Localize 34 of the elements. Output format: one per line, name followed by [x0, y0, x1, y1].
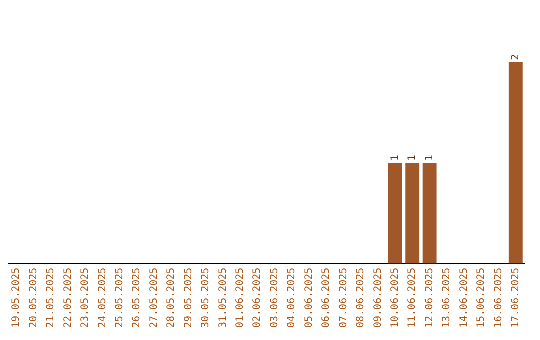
- x-tick-label: 30.05.2025: [200, 268, 212, 328]
- x-tick-label: 24.05.2025: [97, 268, 108, 328]
- x-tick-label: 15.06.2025: [476, 268, 488, 328]
- x-tick-label: 14.06.2025: [458, 268, 470, 328]
- x-tick-label: 19.05.2025: [11, 268, 22, 328]
- x-tick-label: 25.05.2025: [114, 268, 126, 328]
- x-tick-label: 28.05.2025: [166, 268, 178, 328]
- x-tick-label: 29.05.2025: [183, 268, 194, 328]
- x-tick-label: 05.06.2025: [304, 268, 315, 328]
- x-tick-label: 16.06.2025: [493, 268, 504, 328]
- x-tick-label: 11.06.2025: [407, 268, 418, 328]
- x-tick-label: 02.06.2025: [252, 268, 264, 328]
- x-tick-label: 20.05.2025: [28, 268, 40, 328]
- data-label: 2: [510, 54, 522, 60]
- x-tick-label: 23.05.2025: [80, 268, 92, 328]
- x-tick-label: 22.05.2025: [62, 268, 74, 328]
- x-tick-label: 09.06.2025: [372, 268, 384, 328]
- data-label: 1: [390, 155, 401, 162]
- data-label: 1: [424, 155, 436, 162]
- x-tick-label: 07.06.2025: [338, 268, 350, 328]
- x-tick-label: 27.05.2025: [148, 268, 160, 328]
- x-tick-label: 26.05.2025: [132, 268, 143, 328]
- data-label: 1: [407, 155, 418, 162]
- x-tick-label: 10.06.2025: [390, 268, 401, 328]
- x-tick-label: 03.06.2025: [269, 268, 280, 328]
- x-tick-label: 01.06.2025: [235, 268, 246, 328]
- x-tick-label: 17.06.2025: [510, 268, 522, 328]
- x-tick-label: 06.06.2025: [321, 268, 332, 328]
- x-tick-label: 12.06.2025: [424, 268, 436, 328]
- x-tick-label: 21.05.2025: [46, 268, 57, 328]
- x-tick-label: 13.06.2025: [442, 268, 453, 328]
- x-tick-label: 04.06.2025: [286, 268, 298, 328]
- x-tick-label: 08.06.2025: [356, 268, 367, 328]
- x-tick-label: 31.05.2025: [218, 268, 229, 328]
